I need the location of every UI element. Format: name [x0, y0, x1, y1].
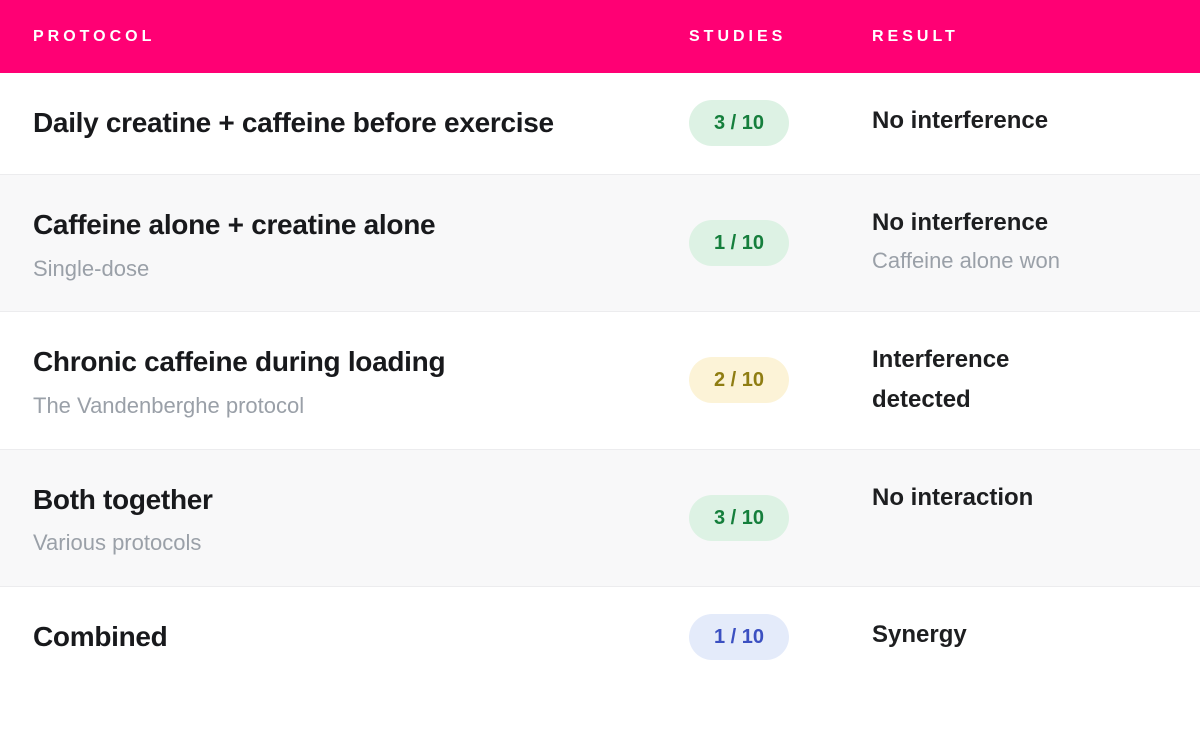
studies-badge: 3 / 10 [689, 100, 790, 147]
protocol-cell: Chronic caffeine during loading The Vand… [0, 311, 656, 450]
result-text: No interference [872, 208, 1049, 236]
result-text: Synergy [872, 620, 967, 648]
studies-cell: 3 / 10 [656, 448, 840, 587]
protocol-title: Caffeine alone + creatine alone [33, 208, 436, 240]
table-header-row: PROTOCOL STUDIES RESULT [0, 0, 1200, 73]
result-cell: No interference [840, 73, 1200, 174]
studies-badge: 2 / 10 [689, 357, 790, 404]
table-row-both-together: Both together Various protocols 3 / 10 N… [0, 448, 1200, 587]
protocol-title: Combined [33, 620, 168, 652]
protocol-subtitle: The Vandenberghe protocol [33, 392, 305, 418]
table-row-combined: Combined 1 / 10 Synergy [0, 585, 1200, 688]
result-cell: No interaction [840, 448, 1200, 587]
protocol-title: Daily creatine + caffeine before exercis… [33, 107, 554, 138]
protocol-subtitle: Various protocols [33, 530, 202, 556]
protocol-title: Chronic caffeine during loading [33, 346, 446, 378]
protocol-cell: Combined [0, 585, 656, 688]
studies-cell: 3 / 10 [656, 73, 840, 174]
protocol-comparison-table: PROTOCOL STUDIES RESULT Daily creatine +… [0, 0, 1200, 688]
table-row-caffeine-alone: Caffeine alone + creatine alone Single-d… [0, 173, 1200, 312]
column-header-result: RESULT [872, 27, 959, 45]
protocol-cell: Daily creatine + caffeine before exercis… [0, 73, 656, 174]
result-cell: Synergy [840, 585, 1200, 688]
result-text: Interference detected [872, 346, 1010, 413]
column-header-protocol: PROTOCOL [33, 27, 156, 45]
table-row-chronic-caffeine: Chronic caffeine during loading The Vand… [0, 311, 1200, 450]
protocol-cell: Both together Various protocols [0, 448, 656, 587]
result-text: No interference [872, 107, 1049, 134]
studies-cell: 1 / 10 [656, 585, 840, 688]
result-cell: No interference Caffeine alone won [840, 173, 1200, 312]
studies-badge: 1 / 10 [689, 614, 790, 661]
column-header-studies: STUDIES [689, 27, 787, 45]
protocol-title: Both together [33, 483, 213, 515]
protocol-subtitle: Single-dose [33, 255, 150, 281]
result-text: No interaction [872, 483, 1034, 511]
studies-cell: 1 / 10 [656, 173, 840, 312]
protocol-cell: Caffeine alone + creatine alone Single-d… [0, 173, 656, 312]
result-cell: Interference detected [840, 311, 1200, 450]
studies-badge: 3 / 10 [689, 494, 790, 541]
studies-cell: 2 / 10 [656, 311, 840, 450]
table-row-daily-creatine: Daily creatine + caffeine before exercis… [0, 73, 1200, 175]
studies-badge: 1 / 10 [689, 219, 790, 266]
result-subtext: Caffeine alone won [872, 248, 1060, 274]
